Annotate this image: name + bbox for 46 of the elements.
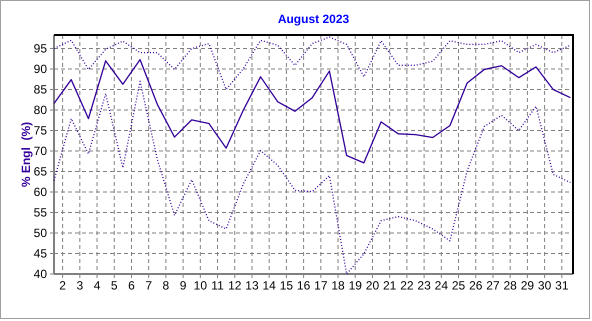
line-series [53, 36, 572, 90]
x-tick-label: 20 [366, 278, 380, 293]
x-tick-label: 26 [469, 278, 483, 293]
y-tick-label: 60 [34, 184, 48, 199]
x-tick-label: 17 [314, 278, 328, 293]
x-tick-label: 11 [211, 278, 224, 293]
y-tick-label: 75 [34, 123, 48, 138]
x-tick-label: 2 [59, 278, 66, 293]
x-tick-label: 23 [417, 278, 432, 293]
x-tick-label: 12 [228, 278, 242, 293]
chart-title: August 2023 [278, 12, 350, 26]
x-tick-label: 15 [280, 278, 294, 293]
y-tick-label: 70 [34, 144, 48, 158]
x-tick-label: 21 [382, 278, 397, 293]
x-tick-label: 16 [296, 278, 311, 293]
y-tick-label: 80 [34, 102, 48, 117]
x-tick-label: 14 [262, 278, 276, 293]
x-tick-label: 18 [331, 278, 346, 293]
x-tick-label: 19 [348, 278, 362, 293]
x-tick-label: 4 [94, 278, 101, 293]
x-tick-label: 5 [110, 278, 118, 293]
y-axis-title: % Engl (%) [19, 122, 33, 188]
x-tick-label: 6 [128, 278, 136, 293]
x-tick-label: 28 [503, 278, 518, 293]
line-series [53, 58, 572, 164]
y-tick-label: 85 [34, 82, 48, 96]
y-tick-label: 45 [34, 246, 48, 260]
y-tick-label: 50 [34, 226, 48, 240]
x-tick-label: 3 [76, 278, 84, 293]
x-tick-label: 7 [145, 278, 152, 293]
y-tick-label: 90 [34, 62, 48, 76]
y-tick-label: 55 [34, 205, 48, 220]
x-tick-label: 13 [245, 278, 259, 293]
y-tick-label: 95 [34, 41, 48, 56]
x-tick-label: 29 [520, 278, 534, 293]
x-tick-label: 31 [555, 278, 569, 293]
x-tick-label: 24 [434, 278, 448, 293]
y-tick-label: 65 [34, 164, 48, 178]
x-tick-label: 10 [194, 278, 208, 293]
x-tick-label: 27 [486, 278, 500, 293]
x-tick-label: 30 [538, 278, 552, 293]
x-tick-label: 22 [400, 278, 414, 293]
x-tick-label: 25 [452, 278, 466, 293]
x-tick-label: 8 [162, 278, 170, 293]
x-tick-label: 9 [180, 278, 187, 293]
y-tick-label: 40 [34, 266, 48, 281]
